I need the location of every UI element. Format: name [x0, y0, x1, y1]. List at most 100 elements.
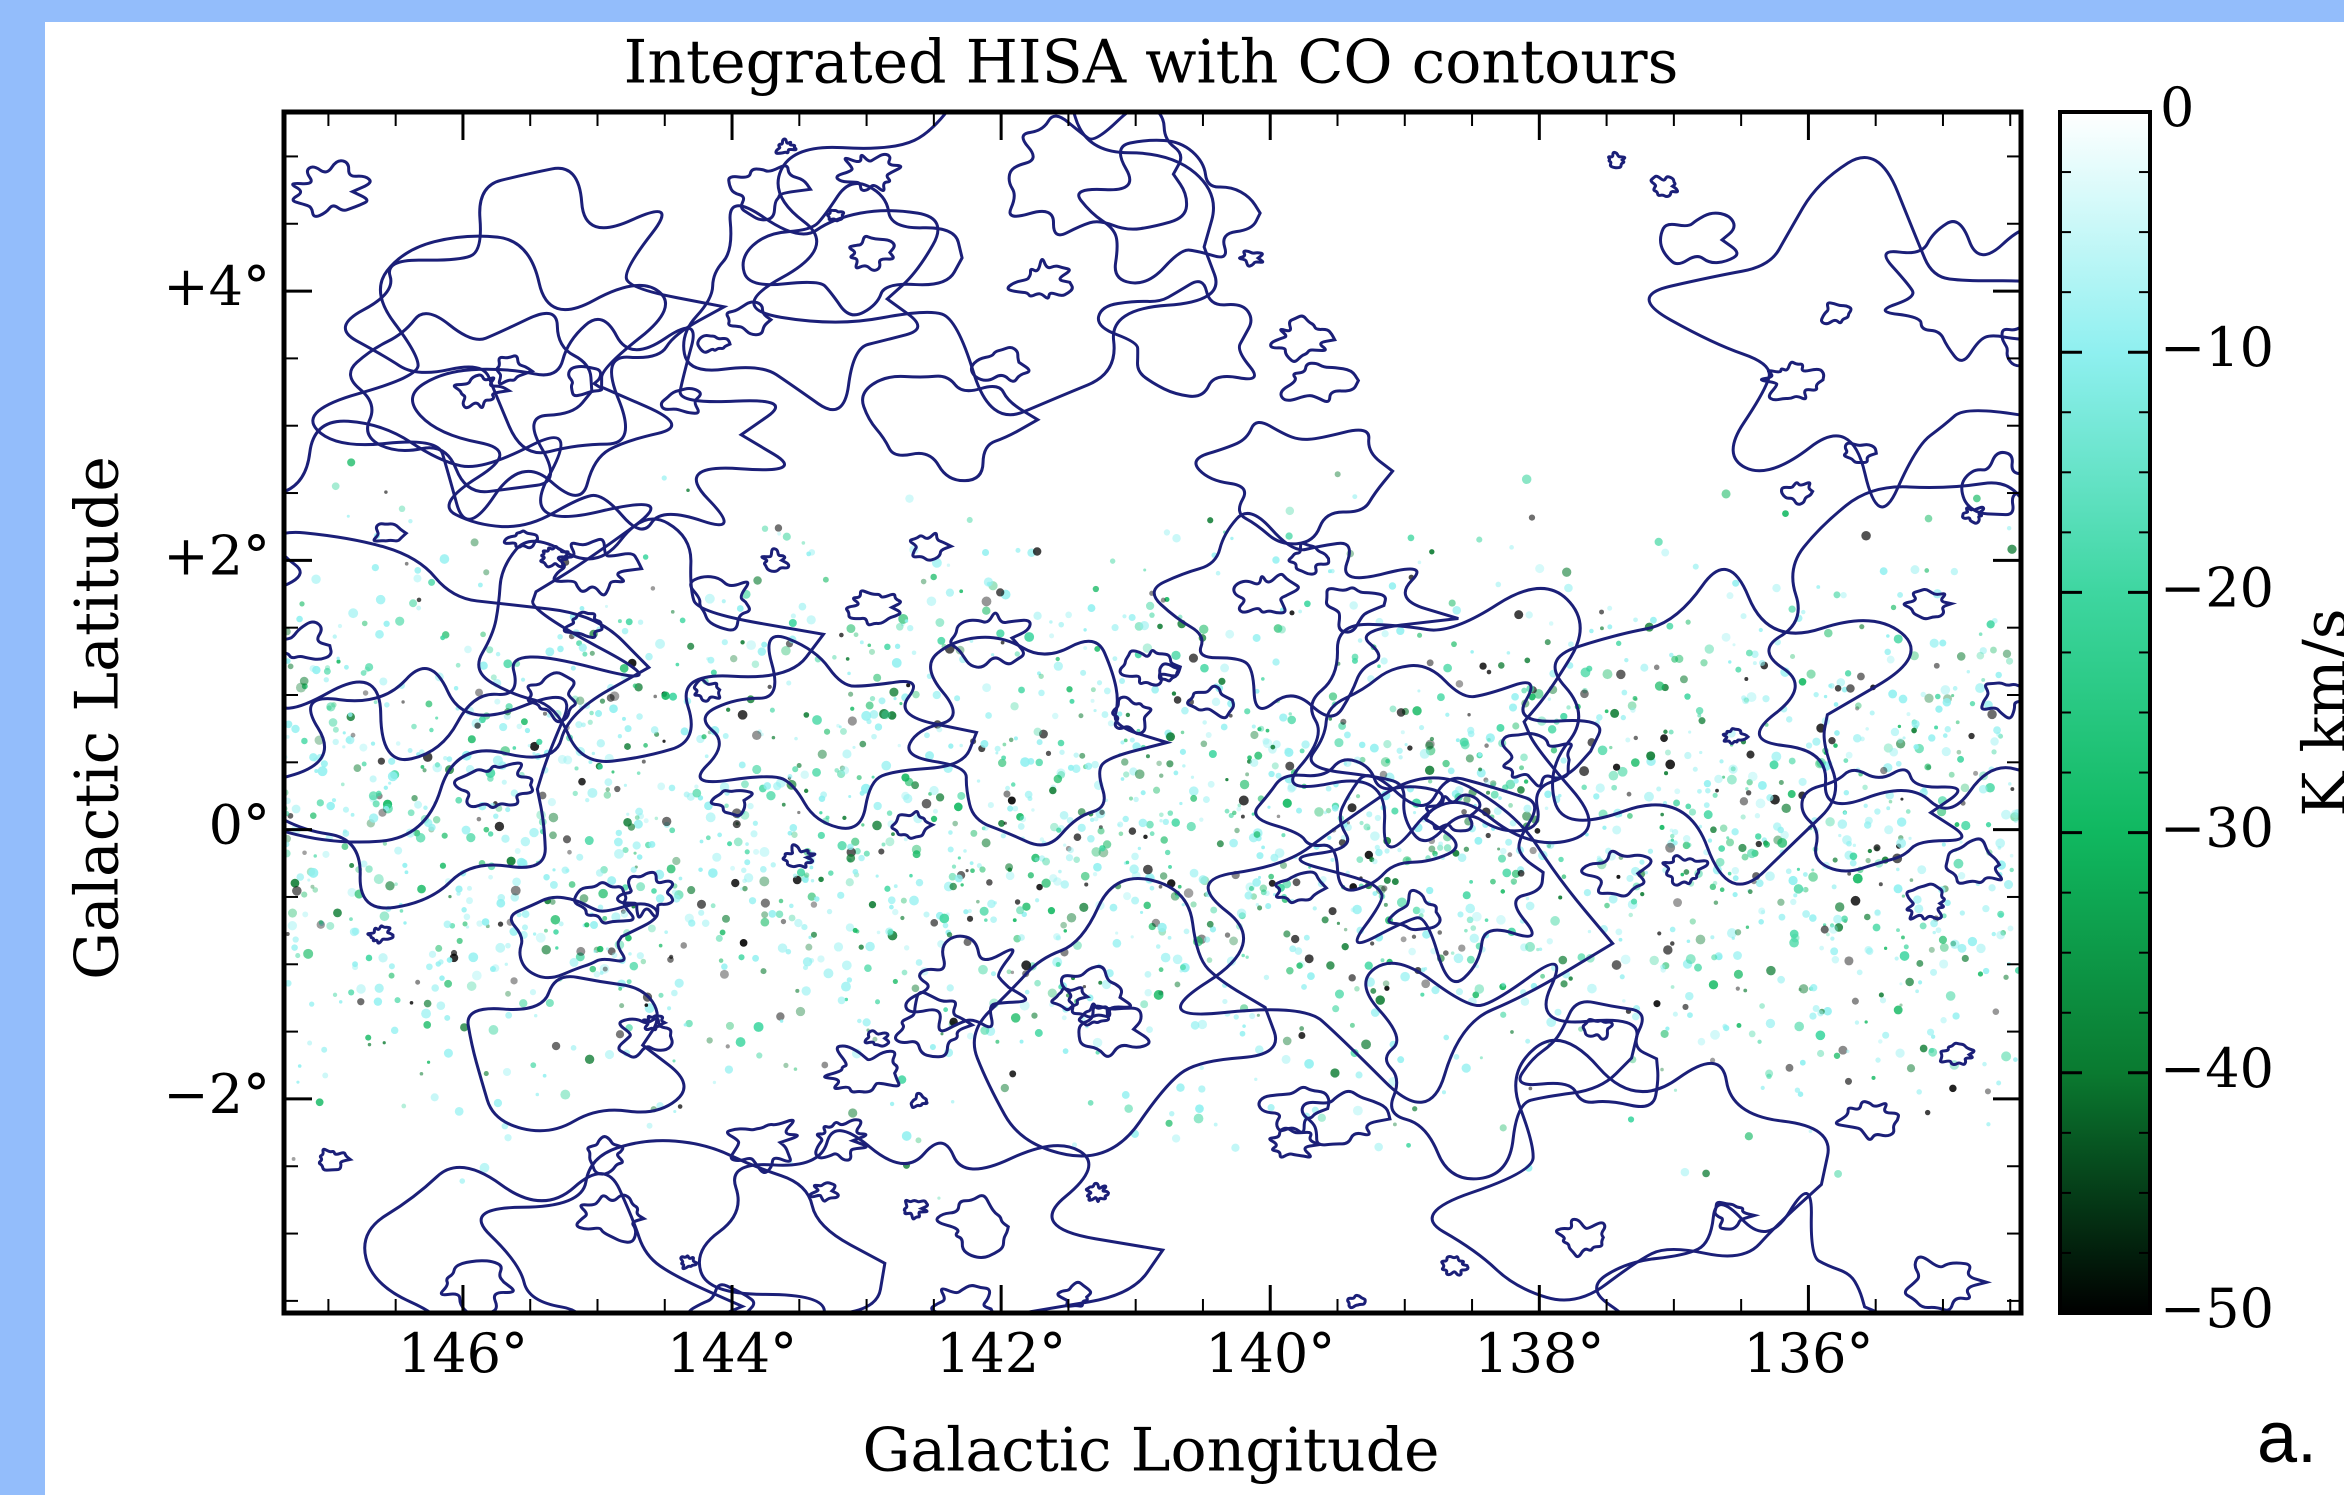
emission-speckle: [740, 640, 745, 645]
emission-speckle: [1798, 987, 1802, 992]
emission-speckle: [1146, 820, 1154, 829]
emission-speckle: [1834, 923, 1844, 932]
emission-speckle: [928, 791, 932, 796]
emission-speckle: [1618, 937, 1623, 942]
emission-speckle: [1778, 779, 1784, 785]
emission-speckle: [1505, 779, 1516, 790]
emission-speckle: [1762, 695, 1770, 703]
emission-speckle: [915, 878, 924, 887]
emission-speckle: [1384, 848, 1390, 854]
emission-speckle: [460, 1023, 469, 1032]
emission-speckle: [1812, 737, 1821, 746]
emission-speckle: [1680, 1167, 1690, 1177]
emission-speckle: [2006, 525, 2012, 531]
emission-speckle: [846, 977, 853, 983]
emission-speckle: [360, 860, 368, 868]
co-contour: [586, 1135, 625, 1176]
emission-speckle: [1260, 889, 1267, 896]
co-contour: [1721, 727, 1751, 745]
emission-speckle: [1861, 530, 1871, 541]
emission-speckle: [584, 922, 590, 928]
emission-speckle: [1734, 929, 1742, 936]
emission-speckle: [817, 749, 827, 759]
emission-speckle: [935, 793, 945, 802]
emission-speckle: [1261, 677, 1265, 681]
emission-speckle: [1820, 925, 1829, 934]
emission-speckle: [1352, 494, 1358, 500]
co-contour: [1077, 1004, 1151, 1058]
emission-speckle: [1392, 1122, 1397, 1127]
emission-speckle: [604, 778, 613, 787]
emission-speckle: [1863, 803, 1868, 808]
emission-speckle: [622, 716, 626, 721]
emission-speckle: [1357, 638, 1363, 643]
emission-speckle: [1832, 857, 1838, 863]
emission-speckle: [443, 1048, 453, 1058]
emission-speckle: [1372, 891, 1378, 897]
emission-speckle: [529, 827, 539, 838]
emission-speckle: [921, 798, 932, 809]
emission-speckle: [2005, 657, 2014, 665]
emission-speckle: [1325, 807, 1332, 814]
emission-speckle: [1711, 954, 1718, 961]
emission-speckle: [710, 669, 717, 676]
emission-speckle: [296, 615, 303, 623]
emission-speckle: [1865, 857, 1871, 864]
emission-speckle: [1179, 969, 1183, 973]
emission-speckle: [866, 718, 872, 725]
emission-speckle: [316, 920, 325, 929]
emission-speckle: [493, 1098, 503, 1108]
emission-speckle: [1193, 1113, 1204, 1124]
emission-speckle: [1794, 1021, 1805, 1032]
y-tick-label: +2°: [163, 524, 270, 587]
emission-speckle: [900, 915, 905, 921]
emission-speckle: [1065, 845, 1072, 852]
co-contour: [835, 152, 903, 192]
emission-speckle: [658, 943, 663, 948]
emission-speckle: [1188, 653, 1199, 663]
emission-speckle: [357, 998, 365, 1006]
emission-speckle: [1160, 952, 1171, 963]
emission-speckle: [1452, 606, 1461, 615]
emission-speckle: [578, 777, 586, 786]
emission-speckle: [1093, 816, 1099, 822]
emission-speckle: [1461, 809, 1467, 815]
co-contour: [1960, 450, 2021, 517]
emission-speckle: [1935, 693, 1941, 700]
emission-speckle: [813, 896, 820, 902]
emission-speckle: [735, 1037, 746, 1047]
emission-speckle: [1802, 910, 1810, 918]
emission-speckle: [1498, 662, 1505, 669]
emission-speckle: [1833, 591, 1841, 599]
emission-speckle: [597, 763, 603, 770]
emission-speckle: [856, 775, 862, 781]
emission-speckle: [1018, 934, 1025, 941]
emission-speckle: [1500, 1011, 1507, 1018]
emission-speckle: [1617, 766, 1628, 777]
emission-speckle: [727, 841, 733, 847]
emission-speckle: [607, 876, 617, 886]
emission-speckle: [1959, 840, 1963, 844]
emission-speckle: [1172, 534, 1181, 543]
emission-speckle: [1726, 774, 1737, 785]
emission-speckle: [897, 743, 901, 748]
emission-speckle: [496, 898, 506, 908]
emission-speckle: [2010, 787, 2015, 791]
emission-speckle: [1241, 953, 1245, 958]
emission-speckle: [859, 640, 864, 645]
emission-speckle: [589, 965, 597, 973]
emission-speckle: [1370, 831, 1380, 841]
emission-speckle: [1683, 869, 1690, 875]
emission-speckle: [1349, 601, 1358, 610]
emission-speckle: [966, 915, 974, 922]
emission-speckle: [1644, 791, 1654, 802]
emission-speckle: [296, 1080, 300, 1084]
emission-speckle: [1351, 657, 1358, 664]
emission-speckle: [1673, 799, 1681, 807]
emission-speckle: [1525, 611, 1533, 619]
emission-speckle: [1697, 713, 1702, 718]
emission-speckle: [557, 645, 564, 653]
emission-speckle: [422, 768, 427, 773]
emission-speckle: [1229, 838, 1238, 848]
emission-speckle: [810, 901, 818, 908]
